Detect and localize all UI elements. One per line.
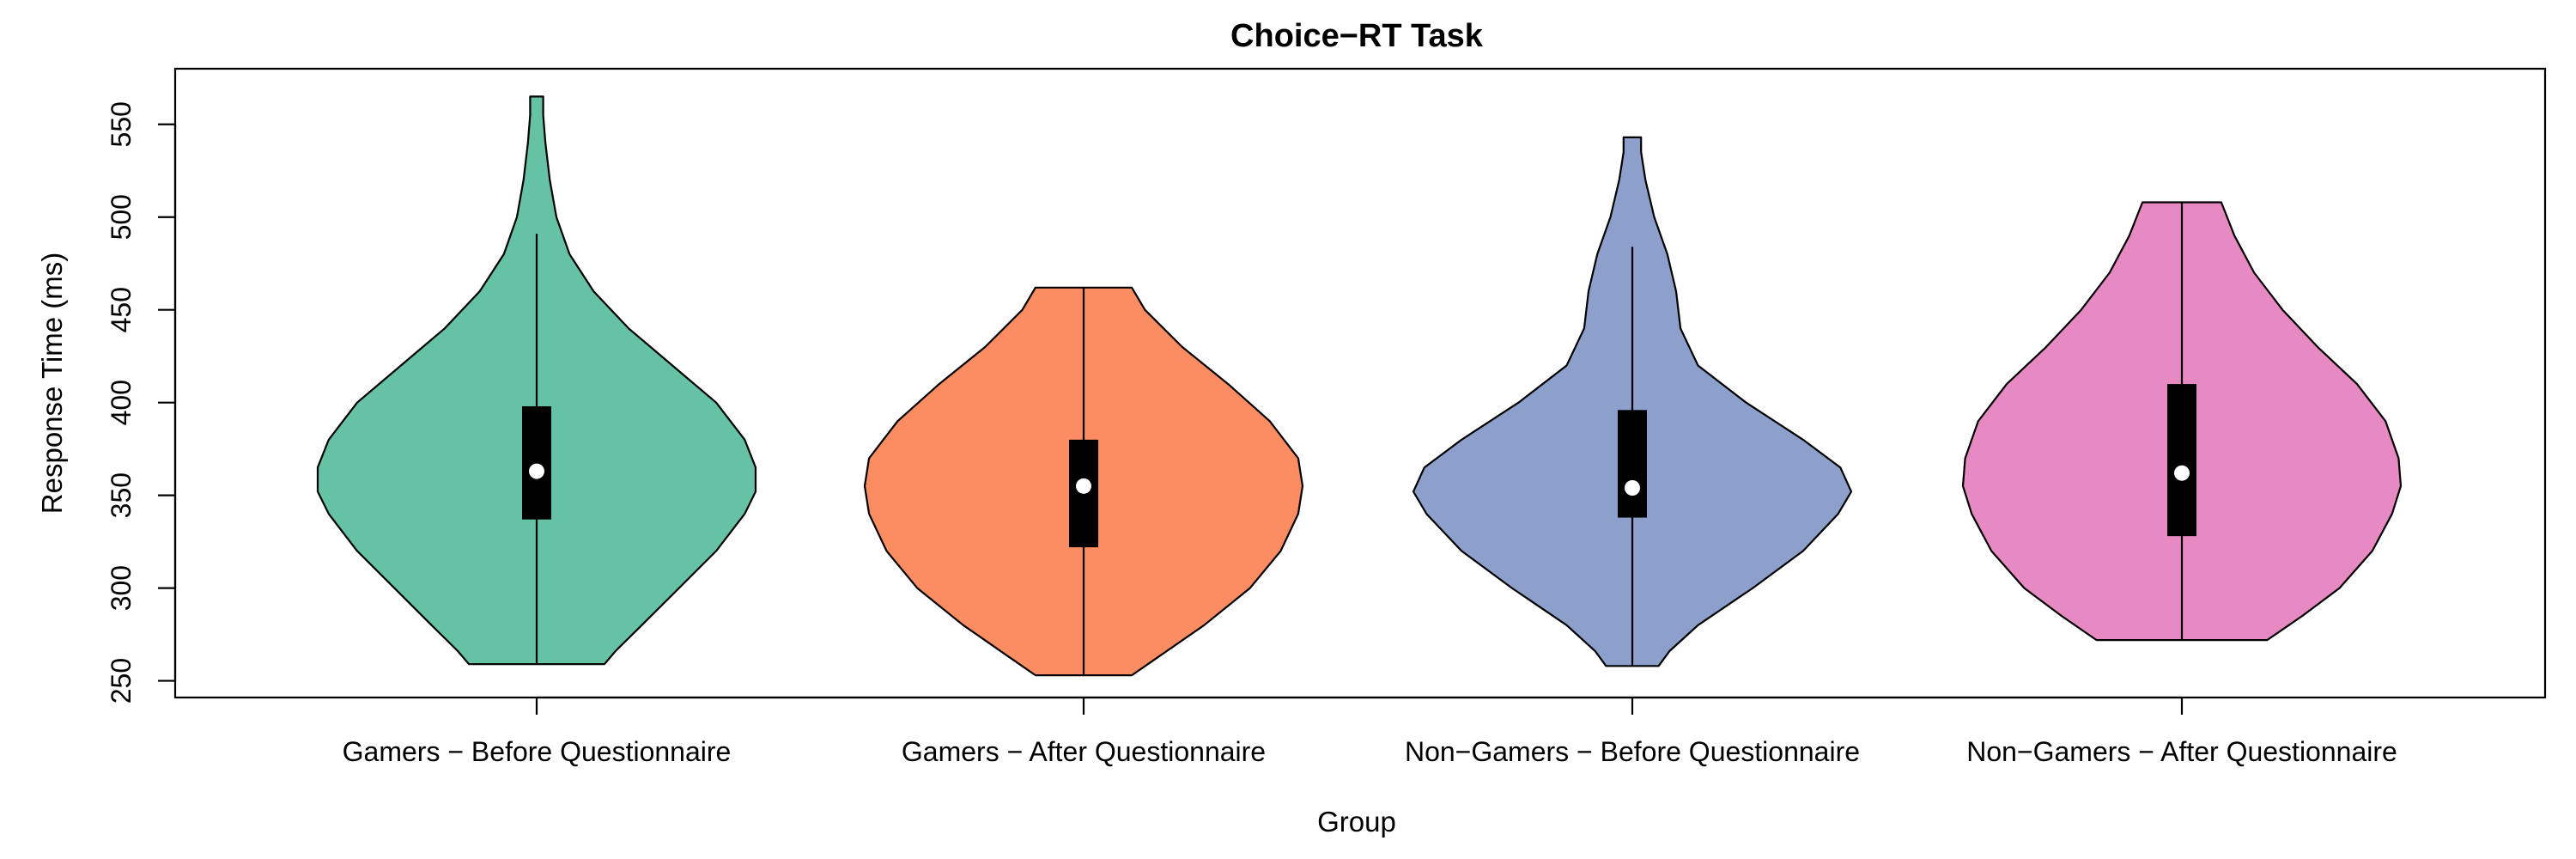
chart-title: Choice−RT Task: [1230, 18, 1484, 54]
x-tick-label: Gamers − Before Questionnaire: [343, 736, 732, 767]
violin-median-point: [2174, 465, 2190, 481]
violin-group: [863, 286, 1304, 677]
x-axis-label: Group: [1317, 806, 1396, 838]
x-tick-label: Non−Gamers − Before Questionnaire: [1405, 736, 1860, 767]
violin-iqr-box: [2167, 384, 2196, 537]
y-tick-label: 350: [106, 472, 137, 518]
violin-iqr-box: [1618, 410, 1647, 518]
violin-group: [1961, 201, 2403, 642]
x-tick-label: Gamers − After Questionnaire: [902, 736, 1266, 767]
violin-series-group: [316, 95, 2403, 677]
y-axis-label: Response Time (ms): [36, 253, 68, 514]
x-axis: Gamers − Before Questionnaire Gamers − Af…: [343, 696, 2397, 767]
y-tick-label: 550: [106, 101, 137, 147]
violin-group: [316, 95, 757, 666]
violin-median-point: [529, 463, 544, 479]
violin-group: [1412, 136, 1853, 667]
y-tick-label: 250: [106, 658, 137, 704]
violin-iqr-box: [522, 405, 551, 520]
x-tick-label: Non−Gamers − After Questionnaire: [1966, 736, 2397, 767]
y-tick-label: 300: [106, 565, 137, 611]
y-tick-label: 500: [106, 194, 137, 240]
y-tick-label: 450: [106, 287, 137, 332]
violin-median-point: [1625, 480, 1640, 496]
y-tick-label: 400: [106, 380, 137, 425]
y-axis: 250 300 350 400 450 500 550: [106, 101, 177, 704]
violin-median-point: [1076, 478, 1091, 494]
